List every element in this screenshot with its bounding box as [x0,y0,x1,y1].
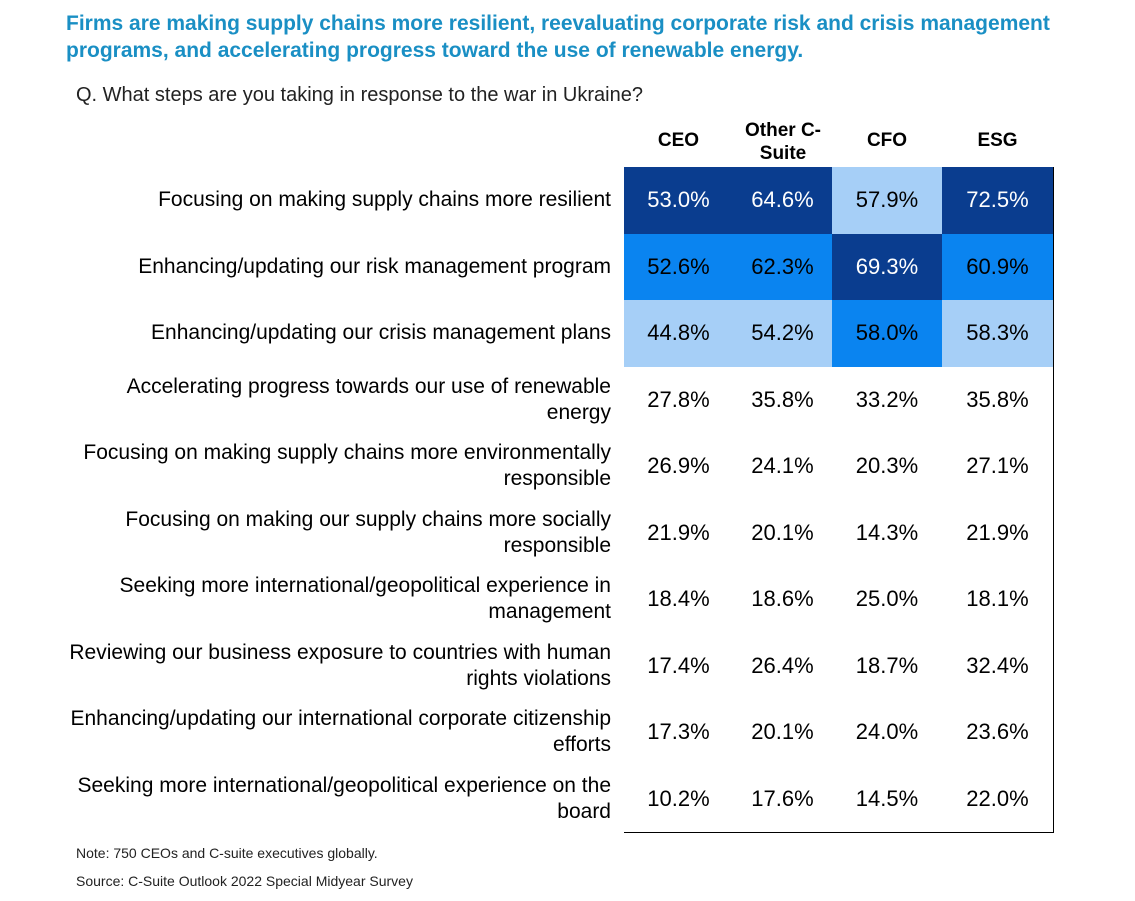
table-cell: 23.6% [942,699,1054,767]
column-header-other-c-suite: Other C-Suite [745,120,821,164]
table-cell: 52.6% [624,233,734,301]
row-label: Enhancing/updating our crisis management… [151,321,611,344]
table-cell: 26.9% [624,433,734,501]
table-cell: 17.4% [624,632,734,700]
table-cell: 14.3% [832,499,943,567]
table-cell: 14.5% [832,765,943,833]
table-cell: 24.1% [733,433,833,501]
table-cell: 27.1% [942,433,1054,501]
table-cell: 26.4% [733,632,833,700]
table-cell: 18.4% [624,566,734,634]
table-cell: 18.6% [733,566,833,634]
row-label: Seeking more international/geopolitical … [119,574,611,623]
table-cell: 21.9% [624,499,734,567]
chart-title: Firms are making supply chains more resi… [66,12,1050,62]
table-cell: 24.0% [832,699,943,767]
table-cell: 20.3% [832,433,943,501]
table-cell: 32.4% [942,632,1054,700]
table-cell: 18.7% [832,632,943,700]
table-cell: 64.6% [733,167,833,235]
table-cell: 69.3% [832,233,943,301]
column-header-cfo: CFO [866,129,908,151]
table-cell: 17.3% [624,699,734,767]
column-header-esg: ESG [977,129,1018,151]
row-label: Focusing on making our supply chains mor… [125,507,611,557]
table-cell: 35.8% [733,366,833,434]
table-cell: 62.3% [733,233,833,301]
table-cell: 54.2% [733,300,833,368]
row-label: Enhancing/updating our risk management p… [138,254,611,278]
row-label: Focusing on making supply chains more re… [158,188,611,211]
table-cell: 58.3% [942,300,1054,368]
table-cell: 53.0% [624,167,734,235]
column-header-ceo: CEO [657,129,700,151]
table-cell: 22.0% [942,765,1054,833]
table-cell: 58.0% [832,300,943,368]
table-cell: 35.8% [942,366,1054,434]
table-cell: 20.1% [733,499,833,567]
table-cell: 21.9% [942,499,1054,567]
table-cell: 44.8% [624,300,734,368]
row-label: Seeking more international/geopolitical … [77,773,611,823]
row-label: Enhancing/updating our international cor… [70,707,611,756]
survey-question: Q. What steps are you taking in response… [76,84,643,106]
source-text: Source: C-Suite Outlook 2022 Special Mid… [76,873,413,889]
table-cell: 57.9% [832,167,943,235]
row-label: Accelerating progress towards our use of… [126,374,611,424]
table-cell: 33.2% [832,366,943,434]
table-cell: 25.0% [832,566,943,634]
table-cell: 17.6% [733,765,833,833]
row-label: Reviewing our business exposure to count… [69,640,611,690]
note-text: Note: 750 CEOs and C-suite executives gl… [76,845,378,861]
table-cell: 10.2% [624,765,734,833]
table-cell: 27.8% [624,366,734,434]
table-cell: 18.1% [942,566,1054,634]
row-label: Focusing on making supply chains more en… [83,441,611,490]
table-cell: 60.9% [942,233,1054,301]
table-cell: 72.5% [942,167,1054,235]
table-cell: 20.1% [733,699,833,767]
